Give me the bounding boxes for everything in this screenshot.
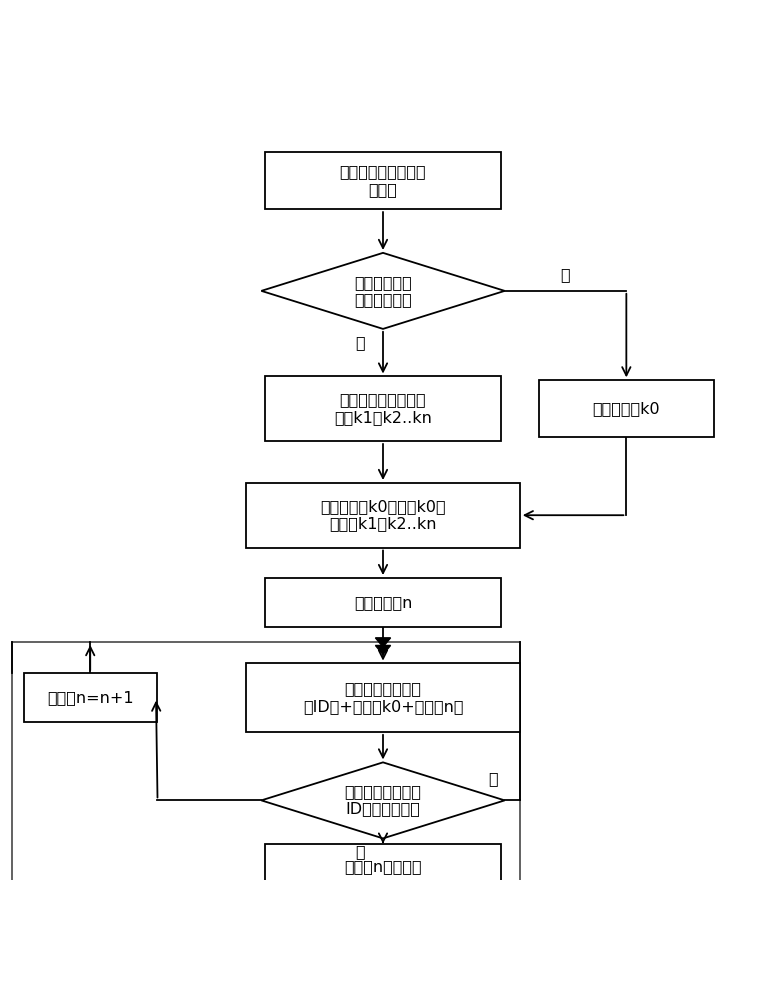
Bar: [246, 663, 520, 732]
Text: 循环发送配对帧：
【ID号+操作码k0+区域号n】: 循环发送配对帧： 【ID号+操作码k0+区域号n】: [303, 682, 463, 714]
Text: 是: 是: [355, 335, 365, 350]
Text: 区域号n=n+1: 区域号n=n+1: [47, 690, 133, 705]
Text: 接收判断是否
有其他配对帧: 接收判断是否 有其他配对帧: [354, 275, 412, 307]
Polygon shape: [375, 645, 391, 655]
Text: 否: 否: [561, 267, 571, 282]
Text: 生成操作码k0: 生成操作码k0: [593, 401, 660, 416]
Bar: [24, 673, 157, 722]
Bar: [265, 376, 501, 441]
Bar: [265, 152, 501, 209]
Text: 否: 否: [489, 772, 498, 787]
Text: 该区域n配对成功: 该区域n配对成功: [344, 859, 422, 874]
Bar: [539, 380, 714, 437]
Bar: [265, 578, 501, 627]
Bar: [265, 844, 501, 889]
Polygon shape: [261, 762, 505, 838]
Text: 生成区域号n: 生成区域号n: [354, 595, 412, 610]
Text: 是: 是: [355, 845, 365, 860]
Bar: [246, 483, 520, 548]
Text: 操作控制终端进入配
对模式: 操作控制终端进入配 对模式: [339, 164, 427, 197]
Text: 是否收到回复帧且
ID号与自身一致: 是否收到回复帧且 ID号与自身一致: [345, 784, 421, 817]
Polygon shape: [375, 638, 391, 647]
Text: 生成操作码k0，其中k0均
不等于k1、k2..kn: 生成操作码k0，其中k0均 不等于k1、k2..kn: [320, 499, 446, 531]
Text: 获取其他配对帧的操
作码k1、k2..kn: 获取其他配对帧的操 作码k1、k2..kn: [334, 393, 432, 425]
Bar: [12, 642, 520, 895]
Polygon shape: [261, 253, 505, 329]
